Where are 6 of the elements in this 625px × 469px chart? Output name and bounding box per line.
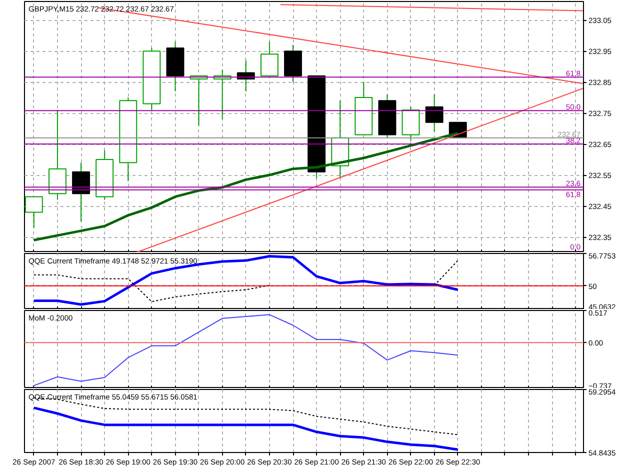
line-series xyxy=(32,406,460,451)
line-series xyxy=(32,132,460,242)
candlestick xyxy=(72,162,90,222)
candlestick xyxy=(24,196,43,228)
candlestick xyxy=(260,41,278,76)
candlestick xyxy=(425,94,444,132)
